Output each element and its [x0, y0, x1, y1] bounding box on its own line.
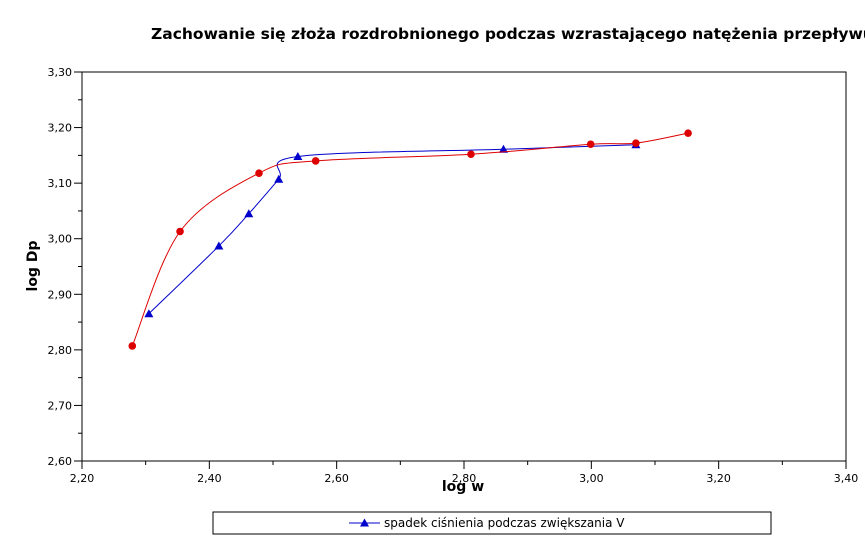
x-axis-label: log w	[442, 479, 484, 495]
data-point-circle	[128, 342, 137, 350]
data-point-circle	[255, 169, 263, 177]
x-tick-label: 2,80	[452, 472, 477, 485]
x-tick-label: 2,40	[197, 472, 222, 485]
data-point-circle	[632, 139, 640, 147]
data-point-circle	[311, 157, 320, 165]
data-point-triangle	[274, 174, 284, 183]
data-point-triangle	[293, 151, 303, 160]
y-axis-label: log Dp	[25, 241, 41, 292]
series-1-line	[148, 144, 636, 315]
series-1	[144, 140, 641, 318]
x-tick-label: 2,60	[324, 472, 349, 485]
data-point-triangle	[498, 144, 508, 153]
legend-marker	[360, 518, 369, 527]
x-tick-label: 3,40	[834, 472, 859, 485]
legend: spadek ciśnienia podczas zwiększania V	[212, 511, 772, 535]
plot-area	[81, 71, 847, 462]
data-point-circle	[467, 150, 475, 159]
series-2	[128, 129, 692, 350]
y-tick-label: 3,30	[48, 66, 73, 79]
legend-label: spadek ciśnienia podczas zwiększania V	[384, 516, 625, 530]
y-tick-label: 2,70	[48, 399, 73, 412]
y-tick-label: 3,10	[48, 177, 73, 190]
x-tick-label: 3,20	[706, 472, 731, 485]
y-tick-label: 3,20	[48, 122, 73, 135]
x-tick-label: 2,20	[70, 472, 95, 485]
legend-box	[212, 511, 772, 535]
data-point-triangle	[244, 209, 254, 218]
tick-layer: 2,20 2,40 2,60 2,80 3,00 3,20 3,40 2,60 2,70 2,80…	[48, 66, 859, 485]
y-tick-label: 2,80	[48, 344, 73, 357]
data-point-circle	[684, 129, 692, 137]
data-point-triangle	[214, 241, 224, 250]
data-point-circle	[176, 227, 184, 236]
y-tick-label: 2,60	[48, 455, 73, 468]
series-2-line	[131, 132, 689, 347]
chart-title: Zachowanie się złoża rozdrobnionego podc…	[151, 25, 865, 43]
data-point-circle	[586, 140, 595, 149]
series-layer	[128, 129, 692, 350]
y-tick-label: 3,00	[48, 233, 73, 246]
y-tick-label: 2,90	[48, 288, 73, 301]
x-tick-label: 3,00	[579, 472, 604, 485]
data-point-triangle	[144, 309, 154, 318]
